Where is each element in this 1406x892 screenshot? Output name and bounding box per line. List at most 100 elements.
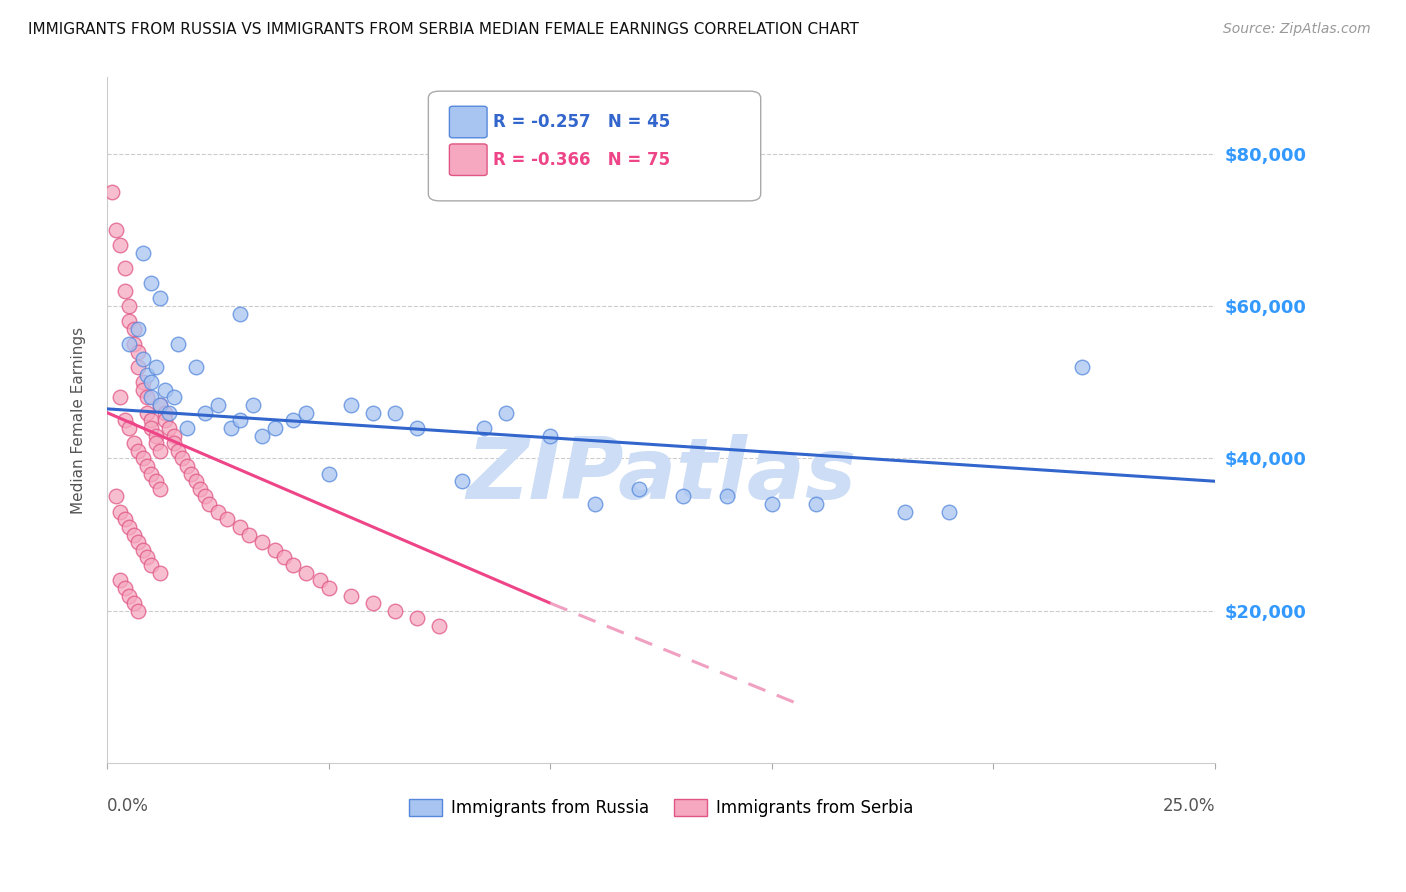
- FancyBboxPatch shape: [450, 144, 486, 176]
- Point: [104, 223, 127, 237]
- Point: [1071, 359, 1094, 374]
- Point: [157, 421, 180, 435]
- Point: [149, 292, 172, 306]
- Text: R = -0.257   N = 45: R = -0.257 N = 45: [492, 113, 669, 131]
- Point: [127, 535, 149, 549]
- Point: [207, 398, 229, 412]
- Point: [114, 413, 136, 427]
- Point: [167, 337, 190, 351]
- Text: Source: ZipAtlas.com: Source: ZipAtlas.com: [1223, 22, 1371, 37]
- Point: [538, 428, 561, 442]
- Point: [188, 482, 211, 496]
- Text: R = -0.366   N = 75: R = -0.366 N = 75: [492, 151, 669, 169]
- Point: [893, 505, 915, 519]
- Point: [145, 359, 167, 374]
- Point: [429, 619, 451, 633]
- Point: [153, 406, 176, 420]
- Point: [283, 413, 305, 427]
- Point: [495, 406, 517, 420]
- Point: [340, 589, 363, 603]
- Point: [250, 428, 273, 442]
- Point: [361, 596, 384, 610]
- Point: [118, 589, 141, 603]
- Point: [172, 451, 194, 466]
- Point: [141, 558, 163, 572]
- Point: [242, 398, 264, 412]
- Point: [114, 581, 136, 595]
- Point: [141, 375, 163, 389]
- FancyBboxPatch shape: [450, 106, 486, 137]
- Point: [131, 451, 153, 466]
- Point: [141, 421, 163, 435]
- Point: [122, 436, 145, 450]
- Point: [114, 284, 136, 298]
- Point: [114, 260, 136, 275]
- Point: [136, 458, 159, 473]
- Point: [198, 497, 221, 511]
- Point: [131, 375, 153, 389]
- Point: [583, 497, 606, 511]
- Point: [110, 238, 132, 252]
- Text: ZIPatlas: ZIPatlas: [465, 434, 856, 516]
- Point: [136, 550, 159, 565]
- Point: [149, 398, 172, 412]
- Point: [264, 421, 287, 435]
- Point: [273, 550, 295, 565]
- Point: [145, 475, 167, 489]
- Point: [157, 406, 180, 420]
- Point: [104, 490, 127, 504]
- Point: [141, 467, 163, 481]
- Point: [295, 406, 318, 420]
- Point: [176, 458, 198, 473]
- Point: [384, 604, 406, 618]
- Point: [122, 337, 145, 351]
- Point: [141, 413, 163, 427]
- Point: [110, 505, 132, 519]
- Point: [162, 391, 184, 405]
- Point: [153, 383, 176, 397]
- Point: [283, 558, 305, 572]
- Point: [318, 581, 340, 595]
- Legend: Immigrants from Russia, Immigrants from Serbia: Immigrants from Russia, Immigrants from …: [402, 792, 920, 823]
- Point: [167, 443, 190, 458]
- Point: [308, 574, 330, 588]
- Point: [149, 398, 172, 412]
- Point: [153, 413, 176, 427]
- Point: [131, 383, 153, 397]
- Point: [672, 490, 695, 504]
- Point: [131, 245, 153, 260]
- Point: [131, 542, 153, 557]
- Text: 0.0%: 0.0%: [107, 797, 149, 815]
- Point: [318, 467, 340, 481]
- Point: [122, 527, 145, 541]
- Point: [215, 512, 238, 526]
- Point: [250, 535, 273, 549]
- Point: [229, 520, 252, 534]
- Point: [100, 185, 122, 199]
- Point: [361, 406, 384, 420]
- Text: IMMIGRANTS FROM RUSSIA VS IMMIGRANTS FROM SERBIA MEDIAN FEMALE EARNINGS CORRELAT: IMMIGRANTS FROM RUSSIA VS IMMIGRANTS FRO…: [28, 22, 859, 37]
- Point: [207, 505, 229, 519]
- Point: [127, 443, 149, 458]
- Point: [193, 490, 215, 504]
- Point: [131, 352, 153, 367]
- Point: [184, 475, 207, 489]
- Point: [118, 337, 141, 351]
- Point: [114, 512, 136, 526]
- Point: [141, 276, 163, 290]
- Point: [118, 299, 141, 313]
- Point: [110, 574, 132, 588]
- Point: [716, 490, 738, 504]
- Point: [145, 436, 167, 450]
- Point: [118, 520, 141, 534]
- Point: [145, 428, 167, 442]
- Point: [162, 436, 184, 450]
- Point: [118, 421, 141, 435]
- Point: [141, 391, 163, 405]
- Point: [127, 344, 149, 359]
- Point: [761, 497, 783, 511]
- Point: [110, 391, 132, 405]
- Point: [238, 527, 260, 541]
- Y-axis label: Median Female Earnings: Median Female Earnings: [72, 326, 86, 514]
- Point: [472, 421, 495, 435]
